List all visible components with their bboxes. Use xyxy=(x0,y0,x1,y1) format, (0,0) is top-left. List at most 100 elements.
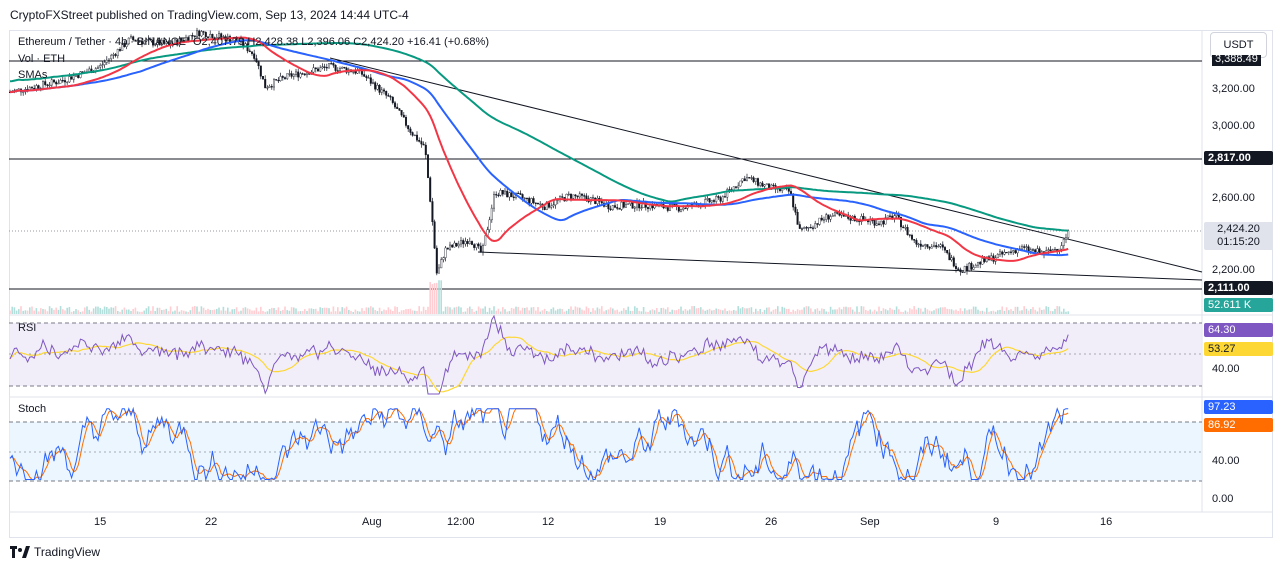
volume-bar xyxy=(634,306,636,314)
candle-body xyxy=(710,200,713,203)
volume-bar xyxy=(183,310,185,314)
candle-body xyxy=(182,39,185,42)
volume-bar xyxy=(462,311,464,314)
volume-bar xyxy=(363,310,365,314)
stoch-k-line[interactable] xyxy=(9,406,1069,482)
volume-bar xyxy=(561,308,563,314)
volume-bar xyxy=(227,307,229,314)
sma-mid-line[interactable] xyxy=(9,39,1069,257)
candle-body xyxy=(523,197,526,200)
volume-bar xyxy=(466,308,469,314)
candle-body xyxy=(911,234,914,240)
candle-body xyxy=(796,212,799,225)
volume-bar xyxy=(1067,311,1069,314)
sma-fast-line[interactable] xyxy=(9,36,1069,262)
volume-bar xyxy=(189,310,192,314)
volume-bar xyxy=(1041,309,1043,314)
candle-body xyxy=(209,34,212,38)
volume-bar xyxy=(317,311,319,314)
candle-body xyxy=(1001,251,1004,255)
candle-body xyxy=(499,190,502,196)
volume-bar xyxy=(249,309,251,314)
volume-bar xyxy=(218,307,220,314)
candle-body xyxy=(963,266,966,273)
candle-body xyxy=(713,200,716,202)
legend-smas[interactable]: SMAs xyxy=(18,69,48,81)
candle-body xyxy=(565,193,568,202)
candle-body xyxy=(407,125,410,130)
volume-bar xyxy=(132,308,134,314)
volume-bar xyxy=(172,311,174,314)
tradingview-logo[interactable]: TradingView xyxy=(10,545,100,559)
volume-bar xyxy=(471,308,473,314)
volume-bar xyxy=(244,307,247,314)
stoch-d-line[interactable] xyxy=(9,408,1069,481)
volume-bar xyxy=(871,311,874,314)
candle-body xyxy=(288,73,291,75)
candle-body xyxy=(180,38,183,41)
volume-bar xyxy=(117,310,119,314)
candle-body xyxy=(737,185,740,188)
volume-bar xyxy=(447,306,449,314)
candle-body xyxy=(1031,249,1034,251)
volume-bar xyxy=(178,311,181,314)
candle-body xyxy=(908,234,911,236)
candle-body xyxy=(640,207,643,209)
volume-bar xyxy=(271,307,273,314)
candle-body xyxy=(706,198,709,200)
support-trendline[interactable] xyxy=(477,251,1203,281)
volume-bar xyxy=(724,308,726,314)
candle-body xyxy=(1034,249,1037,253)
volume-bar xyxy=(689,309,691,314)
volume-value-label: 52.611 K xyxy=(1204,298,1273,312)
volume-bar xyxy=(453,307,456,314)
rsi-title[interactable]: RSI xyxy=(18,322,37,334)
volume-bar xyxy=(55,307,57,314)
volume-bar xyxy=(519,310,522,314)
candle-body xyxy=(981,258,984,265)
volume-bar xyxy=(455,306,458,314)
legend-symbol-row[interactable]: Ethereum / Tether · 4h · BINANCE O2,407.… xyxy=(18,36,489,48)
volume-bar xyxy=(414,310,416,314)
volume-bar xyxy=(673,310,676,314)
descending-trendline[interactable] xyxy=(329,57,1203,273)
volume-bar xyxy=(1054,308,1056,314)
volume-bar xyxy=(112,307,115,314)
candlesticks[interactable] xyxy=(8,27,1070,276)
volume-bar xyxy=(904,310,907,314)
volume-bar xyxy=(1008,310,1010,314)
volume-bar xyxy=(15,310,18,314)
candle-body xyxy=(396,106,399,109)
candle-body xyxy=(250,51,253,54)
volume-bar xyxy=(99,307,101,314)
rsi-line[interactable] xyxy=(9,314,1069,395)
volume-bar xyxy=(528,310,530,314)
volume-bar xyxy=(260,306,262,314)
candle-body xyxy=(581,193,584,196)
candle-body xyxy=(268,86,271,88)
candle-body xyxy=(880,220,883,225)
candle-body xyxy=(383,89,386,92)
candle-body xyxy=(457,243,460,247)
volume-bar xyxy=(895,306,898,314)
volume-bar xyxy=(328,308,330,314)
volume-bar xyxy=(315,308,317,314)
legend-volume[interactable]: Vol · ETH xyxy=(18,53,66,65)
volume-bar xyxy=(26,310,29,314)
volume-bar xyxy=(977,309,979,314)
currency-button[interactable]: USDT xyxy=(1210,32,1267,58)
candle-body xyxy=(983,258,986,262)
candle-body xyxy=(787,188,790,192)
candle-body xyxy=(473,244,476,248)
candle-body xyxy=(110,55,113,60)
volume-bar xyxy=(119,311,121,314)
candle-body xyxy=(460,240,463,245)
legend-symbol[interactable]: Ethereum / Tether · 4h · BINANCE xyxy=(18,36,186,48)
candle-body xyxy=(31,87,34,89)
volume-bar xyxy=(330,311,332,314)
volume-bar xyxy=(284,306,286,314)
sma-slow-line[interactable] xyxy=(9,42,1069,232)
candle-body xyxy=(433,221,436,249)
stoch-title[interactable]: Stoch xyxy=(18,403,47,415)
